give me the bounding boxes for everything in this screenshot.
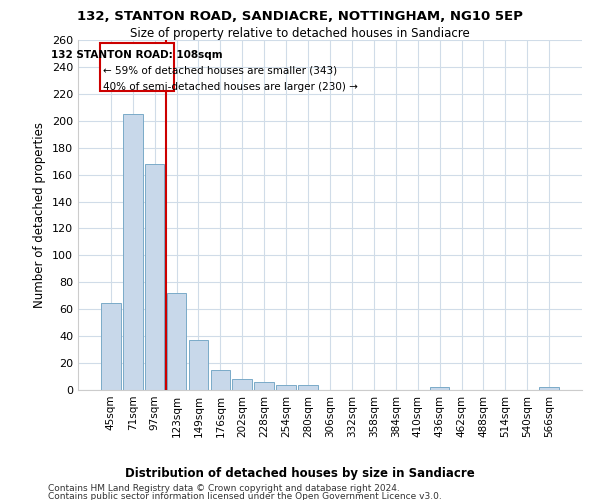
Text: Distribution of detached houses by size in Sandiacre: Distribution of detached houses by size … <box>125 468 475 480</box>
Bar <box>430 388 449 390</box>
Y-axis label: Number of detached properties: Number of detached properties <box>34 122 46 308</box>
Text: Size of property relative to detached houses in Sandiacre: Size of property relative to detached ho… <box>130 28 470 40</box>
Bar <box>232 379 252 390</box>
Text: Contains HM Land Registry data © Crown copyright and database right 2024.: Contains HM Land Registry data © Crown c… <box>48 484 400 493</box>
Text: 132 STANTON ROAD: 108sqm: 132 STANTON ROAD: 108sqm <box>51 50 223 60</box>
Text: ← 59% of detached houses are smaller (343): ← 59% of detached houses are smaller (34… <box>103 66 337 76</box>
Text: 40% of semi-detached houses are larger (230) →: 40% of semi-detached houses are larger (… <box>103 82 358 92</box>
Bar <box>188 340 208 390</box>
Bar <box>167 293 187 390</box>
Bar <box>298 384 318 390</box>
Bar <box>123 114 143 390</box>
Bar <box>145 164 164 390</box>
Bar <box>276 384 296 390</box>
Bar <box>539 388 559 390</box>
Text: Contains public sector information licensed under the Open Government Licence v3: Contains public sector information licen… <box>48 492 442 500</box>
Bar <box>101 302 121 390</box>
Bar <box>254 382 274 390</box>
Text: 132, STANTON ROAD, SANDIACRE, NOTTINGHAM, NG10 5EP: 132, STANTON ROAD, SANDIACRE, NOTTINGHAM… <box>77 10 523 23</box>
FancyBboxPatch shape <box>100 42 175 91</box>
Bar <box>211 370 230 390</box>
